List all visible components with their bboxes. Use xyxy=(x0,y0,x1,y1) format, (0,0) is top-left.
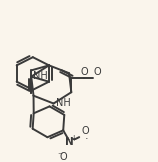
Text: NH: NH xyxy=(56,98,70,109)
Text: O: O xyxy=(60,152,67,162)
Text: O: O xyxy=(94,67,102,77)
Text: ⁻: ⁻ xyxy=(57,151,62,161)
Text: NH: NH xyxy=(33,71,48,81)
Text: O: O xyxy=(80,67,88,77)
Text: ·: · xyxy=(84,134,88,144)
Text: +: + xyxy=(71,134,77,143)
Text: O: O xyxy=(81,126,89,136)
Text: N: N xyxy=(65,137,74,147)
